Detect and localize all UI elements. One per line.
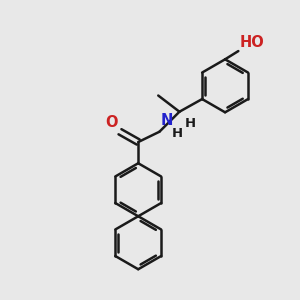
Text: HO: HO (239, 34, 264, 50)
Text: O: O (105, 115, 118, 130)
Text: H: H (172, 127, 183, 140)
Text: H: H (185, 117, 196, 130)
Text: N: N (161, 113, 173, 128)
